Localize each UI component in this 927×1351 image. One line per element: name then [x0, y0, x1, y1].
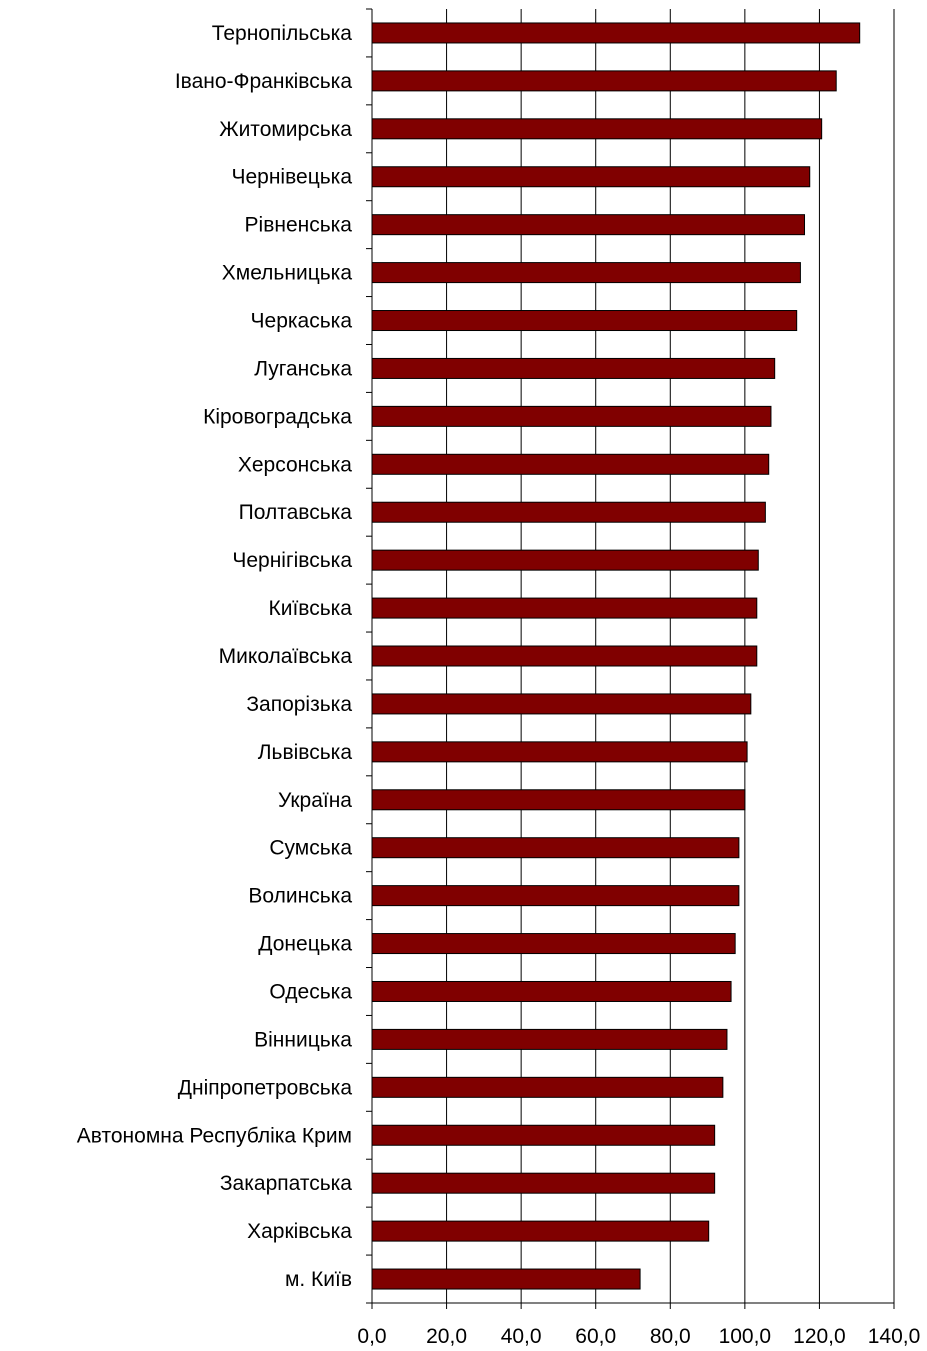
bar: [371, 789, 746, 811]
category-label: Луганська: [254, 357, 352, 380]
bar: [371, 693, 752, 715]
category-label: Полтавська: [239, 501, 353, 524]
bar: [371, 501, 766, 523]
bar: [371, 70, 837, 92]
category-label: Миколаївська: [219, 645, 353, 668]
x-tick-label: 140,0: [868, 1325, 921, 1348]
category-label: Запорізька: [246, 693, 352, 716]
category-label: Вінницька: [254, 1028, 352, 1051]
category-label: Хмельницька: [222, 262, 353, 285]
category-label: Волинська: [248, 885, 352, 908]
x-tick-label: 60,0: [575, 1325, 616, 1348]
category-labels: Тернопільська Івано-Франківська Житомирськ…: [77, 22, 353, 1291]
category-label: Україна: [278, 789, 352, 812]
bar: [371, 645, 758, 667]
x-tick-label: 120,0: [793, 1325, 846, 1348]
category-label: Харківська: [247, 1220, 352, 1243]
bar: [371, 837, 740, 859]
bar: [371, 1028, 728, 1050]
bar: [371, 980, 732, 1002]
category-label: Сумська: [269, 837, 352, 860]
category-label: Донецька: [258, 933, 352, 956]
bar: [371, 166, 811, 188]
bar: [371, 1076, 724, 1098]
x-tick-label: 0,0: [357, 1325, 386, 1348]
bar: [371, 597, 758, 619]
axes: [366, 8, 895, 1309]
bar: [371, 1220, 710, 1242]
bar: [371, 453, 770, 475]
category-label: Івано-Франківська: [175, 70, 352, 93]
category-label: Херсонська: [238, 453, 352, 476]
bar: [371, 741, 748, 763]
bar: [371, 405, 772, 427]
bars: [371, 22, 861, 1290]
bar: [371, 118, 823, 140]
category-label: Одеська: [269, 980, 352, 1003]
x-tick-label: 80,0: [650, 1325, 691, 1348]
category-label: Київська: [269, 597, 353, 620]
bar: [371, 214, 806, 236]
category-label: Закарпатська: [220, 1172, 352, 1195]
category-label: м. Київ: [285, 1268, 352, 1291]
category-label: Рівненська: [245, 214, 353, 237]
category-label: Автономна Республіка Крим: [77, 1124, 352, 1147]
bar: [371, 1172, 716, 1194]
bar: [371, 933, 736, 955]
x-tick-label: 20,0: [426, 1325, 467, 1348]
bar: [371, 1124, 716, 1146]
category-label: Дніпропетровська: [178, 1076, 353, 1099]
category-label: Кіровоградська: [203, 405, 352, 428]
x-tick-label: 40,0: [501, 1325, 542, 1348]
bar: [371, 262, 801, 284]
bar: [371, 22, 861, 44]
x-tick-labels: 0,0 20,0 40,0 60,0 80,0 100,0 120,0 140,0: [357, 1325, 920, 1348]
category-label: Тернопільська: [212, 22, 353, 45]
bar: [371, 549, 759, 571]
bar: [371, 357, 776, 379]
x-tick-label: 100,0: [719, 1325, 772, 1348]
bar: [371, 1268, 641, 1290]
category-label: Черкаська: [251, 310, 353, 333]
category-label: Житомирська: [219, 118, 352, 141]
bar: [371, 310, 798, 332]
category-label: Львівська: [258, 741, 353, 764]
category-label: Чернівецька: [231, 166, 352, 189]
bar: [371, 885, 740, 907]
category-label: Чернігівська: [232, 549, 352, 572]
